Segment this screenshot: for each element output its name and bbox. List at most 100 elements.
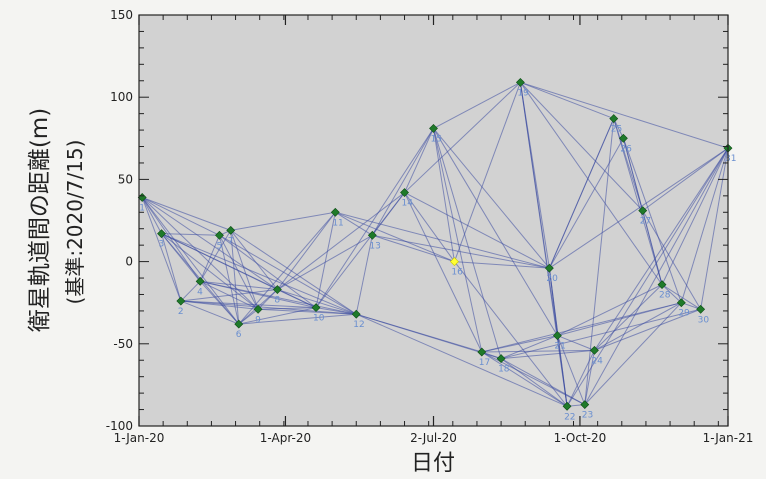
acquisition-point — [638, 206, 648, 216]
pair-line — [584, 118, 615, 405]
pair-line — [276, 211, 336, 290]
pair-line — [404, 82, 521, 193]
point-label: 28 — [659, 291, 671, 301]
pair-line — [500, 335, 558, 360]
x-tick-label: 1-Apr-20 — [260, 431, 311, 445]
pair-line — [230, 229, 357, 315]
pair-line — [161, 233, 220, 236]
acquisition-point — [544, 263, 554, 273]
pair-line — [200, 280, 278, 291]
pair-line — [642, 210, 663, 285]
pair-line — [642, 210, 702, 310]
pair-line — [661, 284, 701, 310]
point-label: 12 — [353, 320, 364, 330]
pair-line — [700, 148, 729, 310]
pair-line — [258, 308, 357, 315]
pair-line — [141, 197, 220, 236]
pair-line — [219, 234, 317, 309]
pair-line — [141, 197, 182, 302]
acquisition-point — [580, 400, 590, 410]
pair-line — [433, 128, 550, 269]
pair-line — [404, 192, 550, 269]
pair-line — [433, 128, 483, 353]
pair-line — [180, 280, 201, 302]
point-label: 29 — [678, 309, 690, 319]
acquisition-point — [351, 309, 361, 319]
pair-line — [594, 284, 663, 351]
acquisition-point — [176, 296, 186, 306]
pair-line — [355, 235, 373, 315]
pair-line — [500, 358, 568, 407]
pair-line — [200, 280, 357, 315]
pair-line — [141, 197, 278, 290]
acquisition-point — [609, 114, 619, 123]
acquisition-point — [226, 225, 236, 235]
point-label: 5 — [216, 241, 222, 251]
pair-line — [404, 128, 434, 193]
pair-line — [520, 81, 729, 149]
pair-line — [557, 284, 663, 337]
acquisition-point — [618, 133, 628, 143]
acquisition-point — [157, 229, 166, 239]
pair-line — [557, 302, 682, 337]
acquisition-point — [311, 303, 321, 313]
pair-line — [315, 212, 336, 308]
point-label: 3 — [159, 240, 165, 250]
x-tick-labels: 1-Jan-20 1-Apr-20 2-Jul-20 1-Oct-20 1-Jan-21 — [114, 431, 754, 445]
point-label: 22 — [564, 412, 575, 422]
pair-line — [141, 197, 162, 234]
pair-line — [199, 280, 259, 310]
pair-line — [199, 235, 220, 282]
pair-line — [277, 289, 317, 309]
pair-line — [335, 211, 373, 236]
y-axis-title: 衛星軌道間の距離(m) — [27, 108, 53, 332]
y-tick-label: -50 — [113, 337, 133, 351]
point-label: 6 — [236, 330, 242, 340]
pair-line — [661, 147, 729, 285]
pair-lines — [141, 81, 729, 407]
point-label: 24 — [591, 356, 603, 366]
acquisition-point — [253, 304, 263, 314]
point-label: 23 — [582, 411, 593, 421]
pair-line — [218, 235, 240, 325]
pair-line — [238, 307, 317, 325]
point-label: 31 — [725, 154, 736, 164]
pair-line — [404, 192, 483, 353]
pair-line — [371, 192, 405, 236]
pair-line — [500, 358, 586, 406]
point-label: 17 — [479, 358, 490, 368]
point-label: 11 — [332, 218, 343, 228]
pair-line — [453, 82, 521, 262]
pair-line — [238, 211, 336, 325]
pair-line — [519, 82, 663, 285]
point-label: 26 — [620, 144, 632, 154]
pair-line — [594, 302, 682, 351]
pair-line — [481, 351, 568, 407]
pair-line — [335, 211, 550, 269]
pair-line — [433, 128, 455, 262]
pair-line — [594, 147, 729, 351]
point-label: 18 — [498, 365, 510, 375]
point-label: 1 — [139, 203, 145, 213]
pair-line — [642, 147, 729, 212]
pair-line — [566, 147, 729, 407]
y-tick-label: 50 — [118, 172, 133, 186]
pair-line — [356, 313, 502, 360]
pair-line — [566, 350, 595, 407]
pair-line — [371, 128, 434, 236]
acquisition-point — [400, 188, 409, 197]
pair-line — [141, 197, 259, 310]
pair-line — [372, 234, 455, 263]
pair-line — [258, 307, 317, 310]
pair-line — [548, 138, 624, 269]
y-axis-subtitle: (基準:2020/7/15) — [63, 140, 87, 305]
point-label: 20 — [546, 274, 558, 284]
pair-line — [230, 211, 336, 231]
pair-line — [161, 233, 357, 315]
acquisition-point — [496, 354, 506, 364]
point-label: 14 — [402, 199, 414, 209]
pair-line — [680, 148, 729, 303]
pair-line — [277, 192, 405, 290]
